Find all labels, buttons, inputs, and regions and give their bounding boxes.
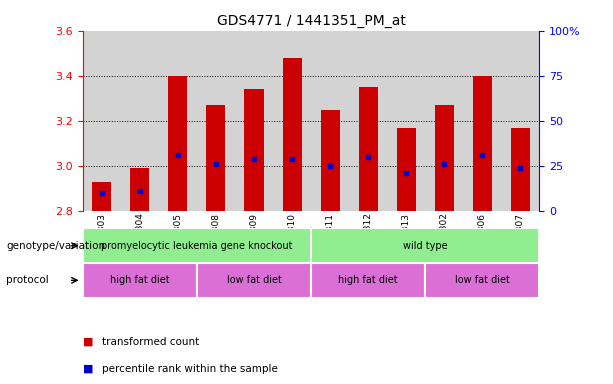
Text: ■: ■ — [83, 337, 93, 347]
Text: genotype/variation: genotype/variation — [6, 241, 105, 251]
Text: wild type: wild type — [403, 241, 447, 251]
Bar — [425, 263, 539, 298]
Bar — [321, 110, 340, 211]
Bar — [283, 58, 302, 211]
Bar — [93, 182, 112, 211]
Bar — [311, 228, 539, 263]
Bar — [397, 128, 416, 211]
Text: percentile rank within the sample: percentile rank within the sample — [102, 364, 278, 374]
Bar — [83, 228, 311, 263]
Text: promyelocytic leukemia gene knockout: promyelocytic leukemia gene knockout — [101, 241, 292, 251]
Bar — [473, 76, 492, 211]
Text: high fat diet: high fat diet — [110, 275, 170, 285]
Text: low fat diet: low fat diet — [455, 275, 510, 285]
Bar — [131, 168, 150, 211]
Text: transformed count: transformed count — [102, 337, 200, 347]
Bar — [311, 263, 425, 298]
Bar — [83, 263, 197, 298]
Bar — [511, 128, 530, 211]
Bar — [435, 105, 454, 211]
Text: high fat diet: high fat diet — [338, 275, 398, 285]
Bar — [207, 105, 226, 211]
Title: GDS4771 / 1441351_PM_at: GDS4771 / 1441351_PM_at — [216, 14, 406, 28]
Bar — [245, 89, 264, 211]
Text: protocol: protocol — [6, 275, 49, 285]
Text: low fat diet: low fat diet — [227, 275, 281, 285]
Bar — [169, 76, 188, 211]
Text: ■: ■ — [83, 364, 93, 374]
Bar — [359, 87, 378, 211]
Bar — [197, 263, 311, 298]
